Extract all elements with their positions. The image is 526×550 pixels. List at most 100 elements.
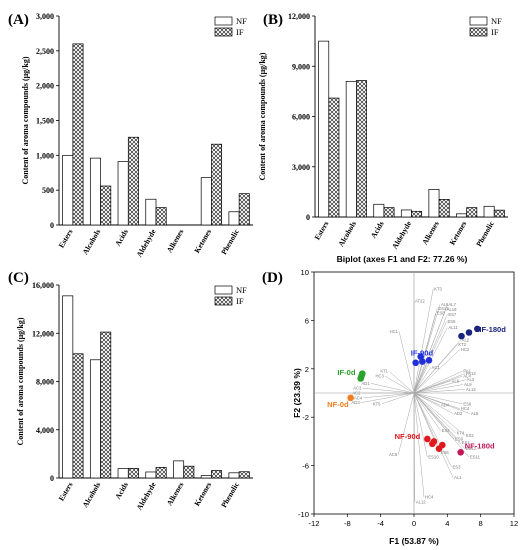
loading-vector — [413, 392, 465, 436]
legend-label-nf: NF — [491, 16, 502, 26]
legend-swatch-if — [214, 296, 233, 306]
loading-vector — [370, 383, 415, 394]
x-tick-label: 12 — [510, 519, 518, 528]
x-tick-label: -12 — [309, 519, 320, 528]
variable-label: ES2 — [466, 433, 475, 438]
y-tick-label: 6 — [305, 316, 309, 325]
bar-if-ketones — [466, 207, 478, 218]
bar-if-phenolic — [493, 209, 505, 218]
y-tick-label: -2 — [302, 413, 309, 422]
observation-point — [458, 332, 465, 340]
variable-label: AC4 — [354, 395, 363, 400]
loading-vector — [363, 392, 415, 399]
bar-nf-esters — [62, 154, 74, 226]
bar-if-ketones — [211, 470, 223, 479]
variable-label: HC1 — [390, 329, 399, 334]
variable-label: ES1 — [462, 440, 471, 445]
category-label: Acids — [113, 480, 130, 500]
y-tick-label: -10 — [298, 510, 309, 519]
group-label: NF-90d — [395, 432, 421, 441]
y-tick-label: 1,500 — [36, 117, 54, 126]
bar-nf-ketones — [456, 213, 467, 218]
loading-vector — [413, 392, 416, 502]
legend-swatch-if — [469, 27, 488, 37]
variable-label: ES10 — [428, 455, 439, 460]
bar-if-aldehyde — [155, 467, 167, 479]
category-label: Alcohols — [81, 227, 103, 256]
variable-label: AL12 — [416, 499, 426, 504]
loading-vector — [413, 288, 434, 394]
legend-label-nf: NF — [236, 16, 247, 26]
loading-vector — [413, 392, 441, 431]
bar-if-alcohols — [100, 185, 112, 226]
y-tick-label: 4,000 — [36, 426, 54, 435]
loading-vector — [413, 379, 466, 394]
x-tick-label: -4 — [377, 519, 384, 528]
loading-vector — [413, 392, 425, 498]
variable-label: AL1 — [454, 475, 462, 480]
loading-vector — [388, 371, 415, 394]
variable-label: AL18 — [447, 307, 457, 312]
panel-label: (D) — [262, 270, 283, 286]
x-tick-label: 8 — [479, 519, 483, 528]
category-label: Alkenes — [420, 219, 441, 246]
loading-vector — [413, 392, 470, 414]
x-axis-title: F1 (53.87 %) — [389, 536, 439, 546]
variable-label: KT3 — [434, 286, 442, 291]
variable-label: KT2 — [458, 342, 466, 347]
y-tick-label: 3,000 — [36, 12, 54, 21]
category-label: Phenolic — [219, 480, 241, 509]
loading-vector — [413, 392, 452, 467]
loading-vector — [413, 384, 464, 394]
bar-if-phenolic — [238, 193, 250, 226]
y-tick-label: 2,500 — [36, 47, 54, 56]
category-label: Phenolic — [474, 219, 496, 248]
y-tick-label: 16,000 — [32, 281, 54, 290]
y-axis-title: F2 (23.39 %) — [292, 368, 302, 418]
loading-vector — [413, 380, 451, 394]
panel-b: (B) 0 3,000 6,000 9,000 12,000 Content of arom… — [258, 12, 508, 251]
variable-label: AD4 — [441, 403, 450, 408]
x-tick-label: 4 — [445, 519, 449, 528]
bar-nf-aldehyde — [400, 209, 412, 218]
loading-vector — [413, 309, 446, 394]
variable-label: ES12 — [466, 446, 477, 451]
chart-title: Biplot (axes F1 and F2: 77.26 %) — [337, 254, 468, 264]
y-tick-label: 2,000 — [36, 82, 54, 91]
variable-label: ES9 — [455, 436, 464, 441]
loading-vector — [413, 314, 448, 394]
bar-if-alcohols — [356, 80, 367, 218]
variable-label: AL8 — [471, 411, 479, 416]
bar-if-alkenes — [438, 199, 450, 218]
variable-label: ES3 — [453, 464, 462, 469]
category-label: Aldehyde — [390, 219, 414, 251]
variable-label: KT4 — [457, 430, 465, 435]
bar-nf-alcohols — [345, 80, 357, 218]
variable-label: AL9 — [464, 382, 472, 387]
panel-label: (C) — [8, 270, 29, 286]
y-axis-title: Content of aroma compounds (μg/kg) — [21, 56, 30, 184]
variable-label: AT22 — [415, 299, 425, 304]
category-label: Esters — [313, 219, 331, 241]
group-label: IF-180d — [479, 325, 506, 334]
variable-label: PA1 — [463, 369, 471, 374]
bar-nf-acids — [117, 468, 129, 479]
legend-swatch-nf — [214, 16, 233, 26]
loading-vector — [413, 392, 454, 414]
bar-nf-esters — [62, 295, 74, 479]
bar-nf-aldehyde — [145, 198, 157, 226]
bar-if-alkenes — [183, 465, 195, 479]
y-tick-label: 12,000 — [288, 12, 310, 21]
panel-c: (C) 0 4,000 8,000 12,000 16,000 Content of aro… — [8, 270, 253, 512]
y-tick-label: 0 — [50, 221, 54, 230]
legend-label-if: IF — [491, 27, 499, 37]
y-tick-label: 2 — [305, 365, 309, 374]
bar-if-acids — [127, 468, 139, 479]
bar-if-esters — [72, 353, 84, 479]
variable-label: KT1 — [380, 369, 388, 374]
variable-label: HC4 — [425, 495, 434, 500]
bar-nf-phenolic — [228, 472, 240, 479]
loading-vector — [384, 375, 415, 394]
bar-nf-esters — [318, 40, 330, 218]
